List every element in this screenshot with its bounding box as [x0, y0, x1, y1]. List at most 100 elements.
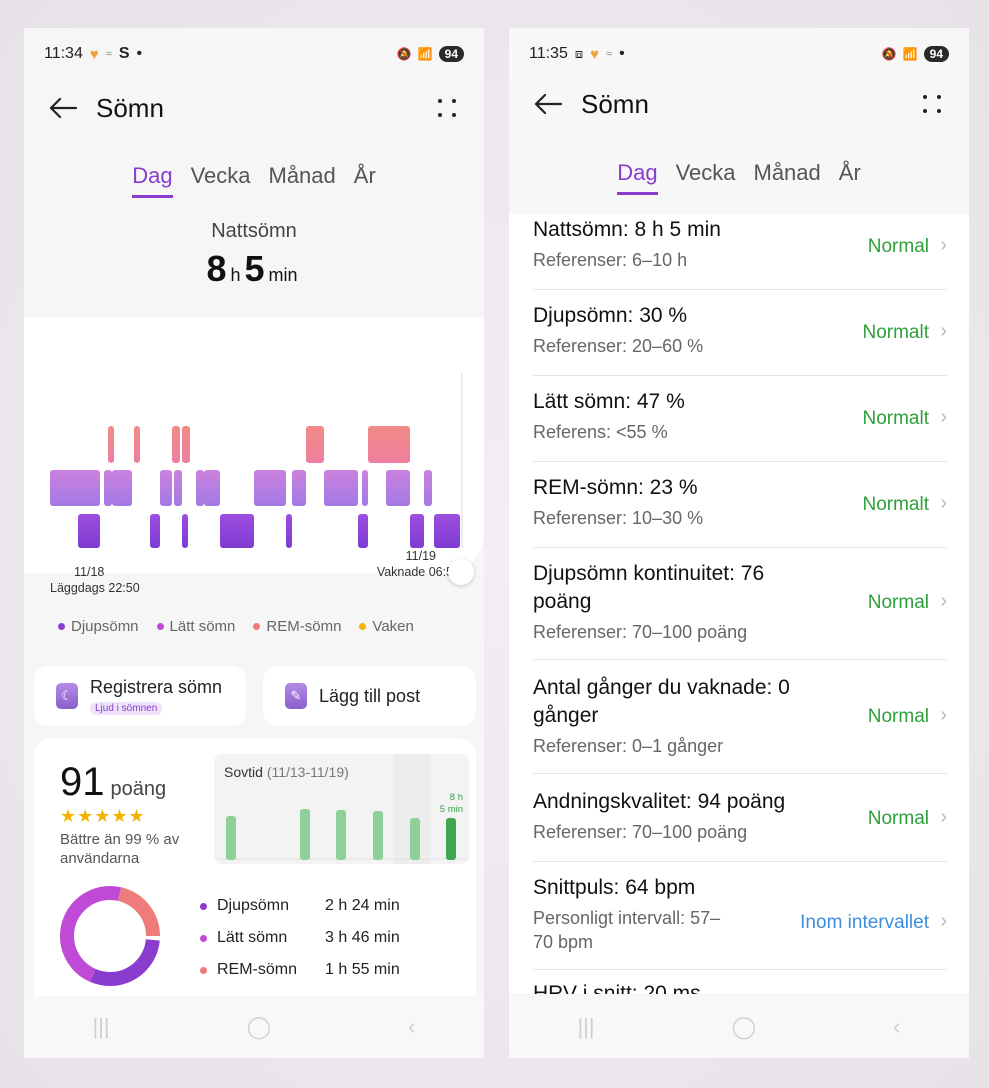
metric-wake-count[interactable]: Antal gånger du vaknade: 0 gånger Refere… [533, 674, 947, 774]
page-title: Sömn [96, 92, 164, 123]
page-title: Sömn [581, 88, 649, 119]
more-options-icon[interactable] [919, 91, 945, 117]
status-label: Normalt [862, 494, 929, 515]
health-app-icon: ♥ [89, 45, 99, 63]
light-segment [362, 470, 368, 506]
deep-segment [78, 514, 100, 548]
dot-icon: • [619, 45, 625, 62]
signal-icon: 📶 [417, 47, 433, 61]
battery-badge: 94 [438, 46, 464, 62]
moon-icon: ☾ [56, 683, 78, 709]
metric-night-sleep[interactable]: Nattsömn: 8 h 5 min Referenser: 6–10 h N… [533, 216, 947, 290]
system-nav-bar: ||| ◯ ‹ [24, 996, 484, 1058]
system-nav-bar: ||| ◯ ‹ [509, 996, 969, 1058]
wake-text: Vaknade 06:55 [376, 565, 460, 579]
summary-duration: 8 h 5 min [24, 248, 484, 290]
light-segment [50, 470, 100, 506]
metric-light-sleep[interactable]: Lätt sömn: 47 % Referens: <55 % Normalt … [533, 388, 947, 462]
deep-segment [286, 514, 292, 548]
tab-week[interactable]: Vecka [675, 160, 736, 185]
minutes-value: 5 [244, 248, 265, 289]
tab-week[interactable]: Vecka [190, 163, 251, 188]
tab-day[interactable]: Dag [132, 163, 173, 198]
legend-light: Lätt sömn [156, 618, 235, 635]
light-segment [324, 470, 358, 506]
chevron-right-icon: › [940, 910, 947, 932]
add-record-button[interactable]: ✎ Lägg till post [263, 666, 476, 726]
register-sleep-button[interactable]: ☾ Registrera sömn Ljud i sömnen [34, 666, 246, 726]
status-label: Normal [867, 592, 929, 613]
sleep-metrics-list[interactable]: Nattsömn: 8 h 5 min Referenser: 6–10 h N… [509, 214, 969, 994]
status-label: Normal [867, 808, 929, 829]
sleep-hypnogram [50, 373, 463, 548]
deep-segment [410, 514, 424, 548]
tab-day[interactable]: Dag [617, 160, 658, 195]
metric-rem-sleep[interactable]: REM-sömn: 23 % Referenser: 10–30 % Norma… [533, 474, 947, 548]
sleep-stage-chart[interactable]: 11/18 Läggdags 22:50 11/19 Vaknade 06:55 [24, 318, 484, 595]
recents-icon[interactable]: ||| [577, 1014, 595, 1039]
chevron-right-icon: › [940, 704, 947, 726]
light-segment [386, 470, 410, 506]
metric-deep-sleep[interactable]: Djupsömn: 30 % Referenser: 20–60 % Norma… [533, 302, 947, 376]
legend-rem: REM-sömn [253, 618, 341, 635]
metric-breathing-quality[interactable]: Andningskvalitet: 94 poäng Referenser: 7… [533, 788, 947, 862]
tab-year[interactable]: År [838, 160, 861, 185]
chevron-right-icon: › [940, 320, 947, 342]
status-label: Normalt [862, 408, 929, 429]
add-record-label: Lägg till post [319, 685, 421, 706]
wave-icon: ≈ [105, 48, 112, 60]
rem-segment [306, 426, 324, 463]
bar-11-15 [300, 809, 310, 860]
status-label: Normal [867, 236, 929, 257]
home-icon[interactable]: ◯ [731, 1014, 757, 1039]
chevron-right-icon: › [940, 234, 947, 256]
stage-legend: Djupsömn Lätt sömn REM-sömn Vaken [58, 618, 464, 635]
back-arrow-icon[interactable] [533, 89, 567, 119]
stage-donut-chart [60, 886, 160, 986]
back-nav-icon[interactable]: ‹ [408, 1014, 416, 1039]
hours-value: 8 [206, 248, 227, 289]
tab-year[interactable]: År [353, 163, 376, 188]
status-label: Normal [867, 706, 929, 727]
period-tabs: Dag Vecka Månad År [509, 160, 969, 195]
chevron-right-icon: › [940, 406, 947, 428]
register-sleep-label: Registrera sömn [90, 676, 223, 697]
tab-month[interactable]: Månad [753, 160, 821, 185]
deep-segment [220, 514, 254, 548]
wake-date: 11/19 [405, 549, 436, 563]
bar-11-17 [373, 811, 383, 860]
metric-deep-continuity[interactable]: Djupsömn kontinuitet: 76 poäng Referense… [533, 560, 947, 660]
chevron-right-icon: › [940, 806, 947, 828]
light-segment [424, 470, 432, 506]
status-label: Inom intervallet [800, 912, 929, 933]
bar-11-16 [336, 810, 346, 860]
status-label: Normalt [862, 322, 929, 343]
deep-segment [434, 514, 460, 548]
mute-icon: 🔕 [881, 47, 897, 61]
recents-icon[interactable]: ||| [92, 1014, 110, 1039]
back-arrow-icon[interactable] [48, 93, 82, 123]
app-header: Sömn [48, 88, 460, 128]
weekly-bars [214, 754, 469, 864]
metric-avg-heart-rate[interactable]: Snittpuls: 64 bpm Personligt intervall: … [533, 874, 947, 970]
bar-11-19 [446, 818, 456, 860]
light-segment [104, 470, 112, 506]
bar-11-18 [410, 818, 420, 860]
edit-note-icon: ✎ [285, 683, 307, 709]
breakdown-light: Lätt sömn 3 h 46 min [200, 922, 460, 954]
home-icon[interactable]: ◯ [246, 1014, 272, 1039]
sleep-score: 91 poäng [60, 760, 167, 804]
star-rating: ★★★★★ [60, 806, 146, 826]
health-app-icon: ♥ [590, 45, 600, 63]
signal-icon: 📶 [902, 47, 918, 61]
chart-scroll-handle[interactable] [448, 559, 474, 585]
more-options-icon[interactable] [434, 95, 460, 121]
bedtime-text: Läggdags 22:50 [50, 581, 140, 595]
period-tabs: Dag Vecka Månad År [24, 163, 484, 198]
back-nav-icon[interactable]: ‹ [893, 1014, 901, 1039]
tab-month[interactable]: Månad [268, 163, 336, 188]
bedtime-label: 11/18 Läggdags 22:50 [50, 564, 140, 596]
light-segment [174, 470, 182, 506]
metric-hrv-partial: HRV i snitt: 20 ms [533, 982, 701, 994]
